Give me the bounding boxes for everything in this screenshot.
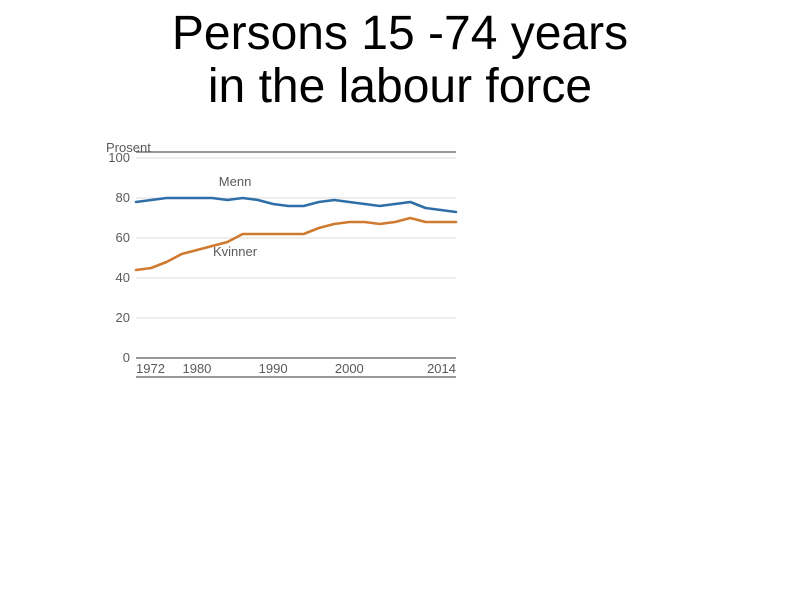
title-line-2: in the labour force	[208, 60, 592, 113]
chart-background	[100, 138, 462, 380]
x-tick-label: 2000	[335, 361, 364, 376]
chart-svg: 02040608010019721980199020002014ProsentM…	[100, 138, 462, 380]
series-label-kvinner: Kvinner	[213, 244, 258, 259]
title-line-1: Persons 15 -74 years	[172, 7, 628, 60]
x-tick-label: 1972	[136, 361, 165, 376]
x-tick-label: 1990	[259, 361, 288, 376]
y-tick-label: 40	[116, 270, 130, 285]
y-tick-label: 0	[123, 350, 130, 365]
y-tick-label: 80	[116, 190, 130, 205]
y-axis-title: Prosent	[106, 140, 151, 155]
page-title: Persons 15 -74 years in the labour force	[0, 8, 800, 114]
y-tick-label: 20	[116, 310, 130, 325]
y-tick-label: 60	[116, 230, 130, 245]
x-tick-label: 1980	[182, 361, 211, 376]
x-tick-label: 2014	[427, 361, 456, 376]
labour-force-chart: 02040608010019721980199020002014ProsentM…	[100, 138, 460, 385]
series-label-menn: Menn	[219, 174, 252, 189]
